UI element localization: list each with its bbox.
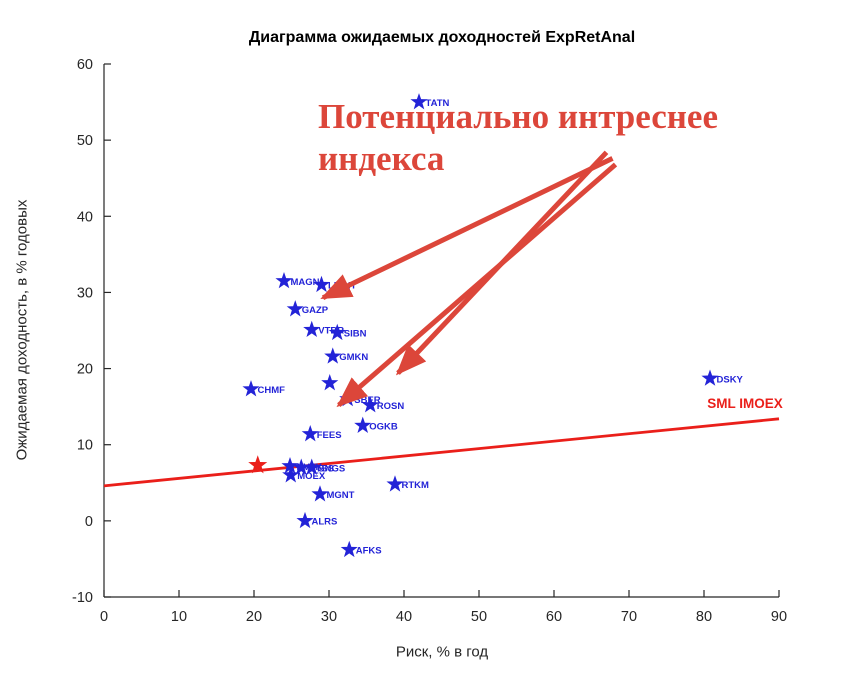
sml-line xyxy=(103,417,780,488)
data-point-star-moex xyxy=(282,466,300,483)
data-point-label: MAGN xyxy=(291,277,320,288)
data-point-label: ROSN xyxy=(377,401,405,412)
data-point-star-gmkn xyxy=(324,347,342,364)
index-point-star xyxy=(248,455,268,474)
data-point-label: MTSS xyxy=(308,463,334,474)
x-tick-label: 90 xyxy=(771,609,787,625)
data-point-star-afks xyxy=(340,540,358,558)
data-point-label: DSKY xyxy=(717,374,744,385)
y-tick-label: 20 xyxy=(77,362,93,378)
data-point-label: CHMF xyxy=(258,385,286,396)
x-tick-label: 20 xyxy=(246,609,262,625)
data-point-label: GAZP xyxy=(302,305,329,316)
x-tick-label: 40 xyxy=(396,609,412,625)
annotation-arrow xyxy=(336,162,618,408)
data-point-label: SIBN xyxy=(344,329,367,340)
x-tick-label: 30 xyxy=(321,609,337,625)
annotation-line2: индекса xyxy=(318,139,445,178)
data-point-star-nvtk xyxy=(281,457,299,474)
x-tick-label: 60 xyxy=(546,609,562,625)
y-tick-label: 0 xyxy=(85,514,93,530)
data-point-star-rtkm xyxy=(386,475,404,492)
x-tick-label: 0 xyxy=(100,609,108,625)
data-point-label: GMKN xyxy=(339,352,368,363)
data-point-star-magn xyxy=(275,272,293,289)
annotation-arrow xyxy=(320,156,614,301)
data-point-label: FEES xyxy=(317,430,342,441)
data-point-label: OGKB xyxy=(369,421,398,432)
y-tick-label: 10 xyxy=(77,438,93,454)
y-tick-label: 30 xyxy=(77,285,93,301)
x-tick-label: 80 xyxy=(696,609,712,625)
x-axis-label: Риск, % в год xyxy=(395,643,489,661)
data-point-label: TATN xyxy=(426,98,450,109)
data-point-star-mgnt xyxy=(311,485,329,502)
x-tick-label: 50 xyxy=(471,609,487,625)
annotation-arrow xyxy=(395,150,609,376)
data-point-star-chmf xyxy=(242,380,260,397)
data-point-star-fees xyxy=(301,425,319,442)
y-tick-label: 50 xyxy=(77,133,93,149)
data-point-label: MOEX xyxy=(297,471,326,482)
x-tick-label: 10 xyxy=(171,609,187,625)
data-point-label: ALRS xyxy=(312,517,338,528)
y-axis-label: Ожидаемая доходность, в % годовых xyxy=(13,199,31,461)
annotation-line1: Потенциально интреснее xyxy=(318,97,719,136)
data-point-star xyxy=(321,374,339,391)
data-point-star-sngs xyxy=(303,458,321,475)
data-point-star-rosn xyxy=(361,396,379,413)
data-point-star-ogkb xyxy=(354,416,372,433)
y-tick-label: 40 xyxy=(77,209,93,225)
data-point-star-dsky xyxy=(701,369,719,386)
chart-title: Диаграмма ожидаемых доходностей ExpRetAn… xyxy=(248,29,636,46)
data-point-label: SNGS xyxy=(318,463,345,474)
data-point-star-sibn xyxy=(328,323,346,341)
data-point-star-gazp xyxy=(286,300,304,317)
y-tick-label: 60 xyxy=(77,57,93,73)
annotation-text: Потенциально интреснее индекса xyxy=(318,96,718,180)
data-point-label: RTKM xyxy=(402,480,430,491)
data-point-star-tatn xyxy=(410,93,428,110)
data-point-star-alrs xyxy=(296,511,314,529)
data-point-star-mtss xyxy=(292,458,310,475)
data-point-label: AFKS xyxy=(356,546,382,557)
x-tick-label: 70 xyxy=(621,609,637,625)
data-point-label: MGNT xyxy=(327,490,355,501)
y-tick-label: -10 xyxy=(72,590,93,606)
data-point-star-vtbr xyxy=(303,320,321,338)
sml-line-label: SML IMOEX xyxy=(707,396,783,411)
